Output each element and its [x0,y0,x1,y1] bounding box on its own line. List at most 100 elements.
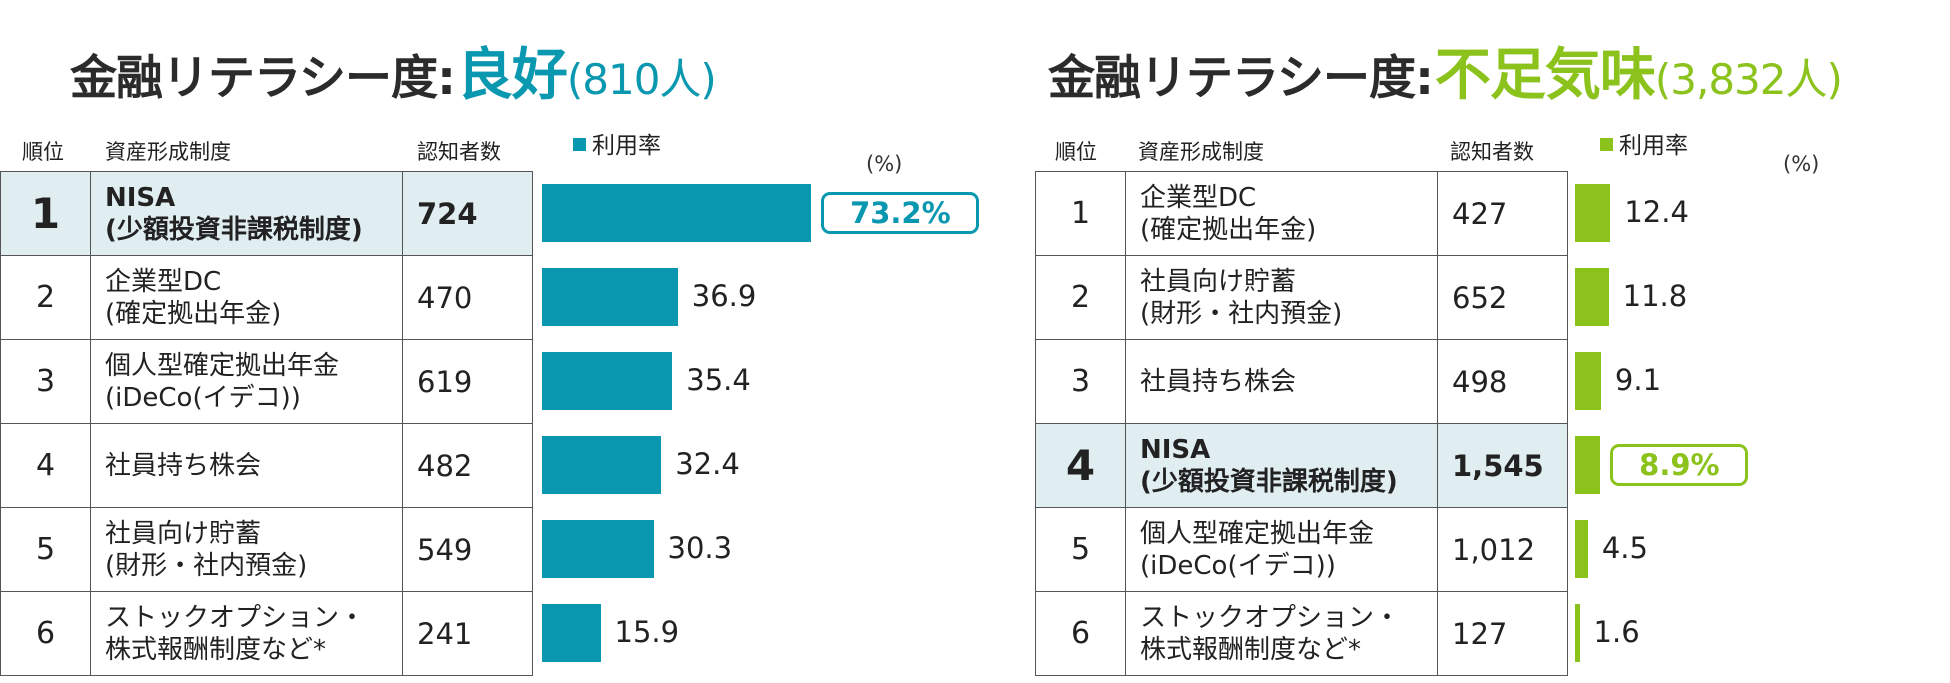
header-rank: 順位 [1055,140,1097,164]
system-name-cell: ストックオプション・ 株式報酬制度など* [1126,592,1438,675]
data-label: 11.8 [1622,279,1688,313]
bar [1575,352,1601,410]
data-label: 36.9 [691,279,757,313]
chart-title: 金融リテラシー度:良好(810人) [70,30,717,111]
data-label: 1.6 [1593,615,1640,649]
system-name-cell: 個人型確定拠出年金 (iDeCo(イデコ)) [91,340,403,423]
ranking-table: 1 企業型DC (確定拠出年金) 427 2 社員向け貯蓄 (財形・社内預金) 652 3 社… [1035,171,1568,676]
bar [542,268,678,326]
title-prefix: 金融リテラシー度 [70,51,438,106]
bar [542,352,673,410]
known-count-cell: 427 [1438,172,1568,255]
bar [1575,604,1580,662]
system-name-cell: 社員持ち株会 [1126,340,1438,423]
system-name-cell: 個人型確定拠出年金 (iDeCo(イデコ)) [1126,508,1438,591]
data-label: 4.5 [1601,531,1648,565]
bar [542,520,654,578]
bar [1575,184,1611,242]
unit-label: (%) [866,152,903,176]
header-rank: 順位 [22,140,64,164]
chart-panel-insufficient: 金融リテラシー度:不足気味(3,832人) 順位 資産形成制度 認知者数 利用率… [1033,0,1950,683]
rank-cell: 4 [1,424,91,507]
system-name-cell: 社員持ち株会 [91,424,403,507]
legend: 利用率 [573,126,661,160]
known-count-cell: 549 [403,508,533,591]
header-known: 認知者数 [417,140,501,164]
bar [1575,436,1601,494]
known-count-cell: 482 [403,424,533,507]
system-name-cell: 社員向け貯蓄 (財形・社内預金) [1126,256,1438,339]
data-label: 32.4 [675,447,740,481]
legend-label: 利用率 [1619,133,1688,159]
title-colon: : [1415,51,1434,106]
rank-cell: 5 [1036,508,1126,591]
table-row: 1 NISA (少額投資非課税制度) 724 [1,172,533,256]
legend: 利用率 [1600,126,1688,160]
system-name-cell: 企業型DC (確定拠出年金) [1126,172,1438,255]
rank-cell: 6 [1,592,91,675]
bar [542,184,812,242]
known-count-cell: 241 [403,592,533,675]
title-colon: : [437,51,456,106]
rank-cell: 1 [1,172,91,255]
title-status: 良好 [456,43,568,108]
ranking-table: 1 NISA (少額投資非課税制度) 724 2 企業型DC (確定拠出年金) 470 3 個… [0,171,533,676]
system-name-cell: NISA (少額投資非課税制度) [91,172,403,255]
bar [542,436,662,494]
table-row: 6 ストックオプション・ 株式報酬制度など* 241 [1,592,533,676]
header-system: 資産形成制度 [105,140,231,164]
bar [1575,268,1609,326]
highlight-value-label: 73.2% [821,192,980,234]
data-label: 30.3 [667,531,733,565]
unit-label: (%) [1783,152,1820,176]
title-prefix: 金融リテラシー度 [1048,51,1416,106]
rank-cell: 5 [1,508,91,591]
rank-cell: 6 [1036,592,1126,675]
header-known: 認知者数 [1450,140,1534,164]
highlight-value-label: 8.9% [1610,444,1749,486]
table-row: 4 NISA (少額投資非課税制度) 1,545 [1036,424,1568,508]
title-count: (3,832人) [1654,55,1843,104]
chart-title: 金融リテラシー度:不足気味(3,832人) [1048,30,1843,111]
known-count-cell: 498 [1438,340,1568,423]
known-count-cell: 127 [1438,592,1568,675]
table-row: 5 個人型確定拠出年金 (iDeCo(イデコ)) 1,012 [1036,508,1568,592]
data-label: 35.4 [686,363,751,397]
table-row: 4 社員持ち株会 482 [1,424,533,508]
table-row: 2 企業型DC (確定拠出年金) 470 [1,256,533,340]
rank-cell: 1 [1036,172,1126,255]
system-name-cell: 社員向け貯蓄 (財形・社内預金) [91,508,403,591]
title-status: 不足気味 [1434,43,1656,108]
title-count: (810人) [566,55,717,104]
known-count-cell: 724 [403,172,533,255]
bar [542,604,601,662]
known-count-cell: 470 [403,256,533,339]
bar [1575,520,1588,578]
system-name-cell: 企業型DC (確定拠出年金) [91,256,403,339]
rank-cell: 4 [1036,424,1126,507]
header-system: 資産形成制度 [1138,140,1264,164]
rank-cell: 3 [1,340,91,423]
rank-cell: 2 [1,256,91,339]
known-count-cell: 619 [403,340,533,423]
chart-panel-good: 金融リテラシー度:良好(810人) 順位 資産形成制度 認知者数 利用率 (%)… [0,0,980,683]
table-row: 3 個人型確定拠出年金 (iDeCo(イデコ)) 619 [1,340,533,424]
legend-swatch [573,138,586,151]
known-count-cell: 652 [1438,256,1568,339]
table-row: 3 社員持ち株会 498 [1036,340,1568,424]
table-row: 6 ストックオプション・ 株式報酬制度など* 127 [1036,592,1568,676]
known-count-cell: 1,545 [1438,424,1568,507]
data-label: 15.9 [614,615,680,649]
rank-cell: 3 [1036,340,1126,423]
data-label: 9.1 [1614,363,1662,397]
known-count-cell: 1,012 [1438,508,1568,591]
system-name-cell: ストックオプション・ 株式報酬制度など* [91,592,403,675]
system-name-cell: NISA (少額投資非課税制度) [1126,424,1438,507]
legend-swatch [1600,138,1613,151]
table-row: 1 企業型DC (確定拠出年金) 427 [1036,172,1568,256]
table-row: 2 社員向け貯蓄 (財形・社内預金) 652 [1036,256,1568,340]
data-label: 12.4 [1624,195,1689,229]
table-row: 5 社員向け貯蓄 (財形・社内預金) 549 [1,508,533,592]
rank-cell: 2 [1036,256,1126,339]
legend-label: 利用率 [592,133,661,159]
